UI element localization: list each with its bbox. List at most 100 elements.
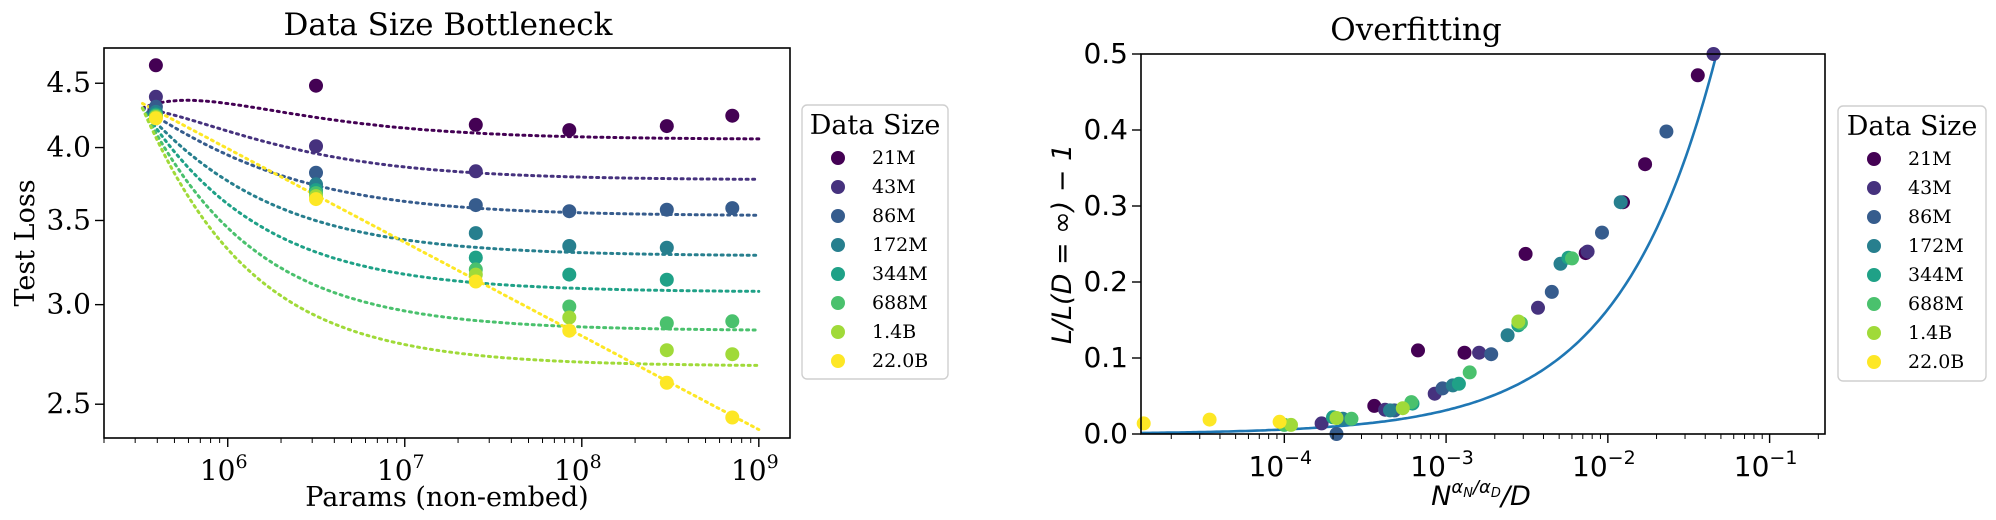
data-point-21M bbox=[148, 58, 163, 73]
data-point-43M bbox=[1314, 416, 1329, 431]
data-point-22.0B bbox=[659, 375, 674, 390]
y-axis-label: L/L(D = ∞) − 1 bbox=[1047, 144, 1078, 344]
y-tick-label: 2.5 bbox=[46, 387, 91, 420]
data-point-21M bbox=[309, 78, 323, 93]
data-point-22.0B bbox=[1136, 416, 1151, 431]
data-point-172M bbox=[1383, 403, 1397, 418]
chart-title: Overfitting bbox=[1330, 12, 1501, 48]
data-point-22.0B bbox=[309, 192, 323, 207]
legend-label: 688M bbox=[872, 292, 928, 314]
data-point-172M bbox=[468, 226, 483, 241]
data-point-86M bbox=[1484, 347, 1499, 362]
fit-curve-172M bbox=[141, 106, 761, 257]
legend-label: 22.0B bbox=[872, 350, 928, 372]
data-point-1.4B bbox=[1284, 417, 1298, 432]
y-tick-label: 3.0 bbox=[46, 288, 91, 321]
fit-curve-344M bbox=[141, 106, 761, 293]
legend-marker-43M bbox=[831, 180, 845, 194]
data-point-21M bbox=[1638, 157, 1653, 172]
legend-label: 43M bbox=[872, 176, 916, 198]
y-tick-label: 0.3 bbox=[1083, 189, 1128, 222]
data-point-43M bbox=[1472, 345, 1487, 360]
legend-marker-344M bbox=[1867, 268, 1881, 282]
data-point-688M bbox=[659, 316, 674, 331]
fit-curve-22.0B bbox=[141, 102, 761, 432]
data-point-21M bbox=[562, 123, 577, 138]
legend-box bbox=[1837, 105, 1987, 382]
y-tick-label: 3.5 bbox=[46, 203, 91, 236]
legend-label: 172M bbox=[872, 234, 928, 256]
data-point-43M bbox=[1531, 300, 1545, 315]
legend-marker-22.0B bbox=[1867, 355, 1881, 369]
legend-marker-344M bbox=[831, 267, 845, 281]
legend-title: Data Size bbox=[1847, 111, 1978, 142]
data-point-86M bbox=[1544, 284, 1559, 299]
y-tick-label: 0.0 bbox=[1083, 417, 1128, 450]
legend-marker-43M bbox=[1867, 181, 1881, 195]
data-point-43M bbox=[1580, 244, 1595, 259]
legend-title: Data Size bbox=[810, 110, 941, 141]
legend-marker-172M bbox=[1867, 239, 1881, 253]
data-point-86M bbox=[725, 201, 740, 216]
data-point-86M bbox=[468, 198, 483, 213]
data-point-688M bbox=[562, 299, 577, 314]
y-tick-label: 4.5 bbox=[46, 66, 91, 99]
data-point-1.4B bbox=[659, 343, 674, 358]
data-point-344M bbox=[1451, 376, 1466, 391]
data-point-21M bbox=[1367, 398, 1382, 413]
data-point-22.0B bbox=[1272, 414, 1287, 429]
plot-area: 10−4 10−3 10−2 10−1 0.0 0.1 0.2 0.3 0.4 0.5 bbox=[1083, 37, 1819, 483]
legend-marker-21M bbox=[831, 151, 845, 165]
legend-label: 43M bbox=[1908, 177, 1952, 199]
y-tick-label: 0.2 bbox=[1083, 265, 1128, 298]
fit-curve-21M bbox=[141, 98, 761, 141]
fit-curve-1.4B bbox=[141, 106, 761, 367]
data-point-86M bbox=[1659, 124, 1674, 139]
data-point-86M bbox=[309, 165, 323, 180]
data-point-1.4B bbox=[1511, 314, 1526, 329]
y-tick-label: 0.4 bbox=[1083, 113, 1128, 146]
legend-label: 22.0B bbox=[1908, 351, 1964, 373]
chart-data-size-bottleneck: Data Size Bottleneck 106 107 108 109 2.5 3.0 3… bbox=[10, 7, 949, 513]
data-point-688M bbox=[1344, 411, 1359, 426]
x-tick-label: 108 bbox=[554, 451, 602, 487]
x-tick-label: 10−2 bbox=[1572, 447, 1636, 483]
data-point-172M bbox=[1613, 195, 1628, 210]
x-tick-label: 10−3 bbox=[1410, 447, 1474, 483]
legend-label: 172M bbox=[1908, 235, 1964, 257]
data-point-21M bbox=[1518, 246, 1533, 261]
fit-curve-86M bbox=[141, 106, 761, 217]
x-tick-label: 106 bbox=[200, 451, 248, 487]
data-point-86M bbox=[659, 202, 674, 217]
data-point-1.4B bbox=[725, 347, 740, 362]
data-point-172M bbox=[659, 240, 674, 255]
legend-box bbox=[801, 104, 949, 380]
plot-area: 106 107 108 109 2.5 3.0 3.5 4.0 4.5 bbox=[46, 58, 779, 487]
data-point-86M bbox=[1595, 225, 1609, 240]
legend: Data Size 21M 43M 86M 172M 344M 688M 1.4B 22.0B bbox=[801, 104, 949, 380]
data-point-1.4B bbox=[1395, 401, 1410, 416]
fit-curve bbox=[1140, 52, 1721, 435]
data-point-172M bbox=[1500, 328, 1515, 343]
legend-label: 21M bbox=[1908, 148, 1952, 170]
y-tick-label: 0.5 bbox=[1083, 37, 1128, 70]
axes-frame bbox=[1140, 53, 1826, 435]
legend-label: 344M bbox=[872, 263, 928, 285]
legend-label: 688M bbox=[1908, 293, 1964, 315]
x-axis-label: Params (non-embed) bbox=[305, 482, 588, 513]
data-point-1.4B bbox=[562, 310, 577, 325]
data-point-86M bbox=[562, 204, 577, 219]
data-point-21M bbox=[1411, 343, 1425, 358]
legend-label: 86M bbox=[872, 205, 916, 227]
x-tick-label: 10−1 bbox=[1734, 447, 1798, 483]
data-point-43M bbox=[468, 164, 483, 179]
legend-marker-21M bbox=[1867, 152, 1881, 166]
legend-marker-86M bbox=[1867, 210, 1881, 224]
data-point-22.0B bbox=[148, 111, 163, 126]
legend-marker-172M bbox=[831, 238, 845, 252]
data-point-688M bbox=[1462, 365, 1477, 380]
chart-overfitting: Overfitting 10−4 10−3 10−2 10−1 0.0 0.1 0.2 0.3… bbox=[1047, 12, 1987, 512]
x-axis-label: NαN/αD/D bbox=[1431, 477, 1531, 512]
data-point-43M bbox=[148, 89, 163, 104]
